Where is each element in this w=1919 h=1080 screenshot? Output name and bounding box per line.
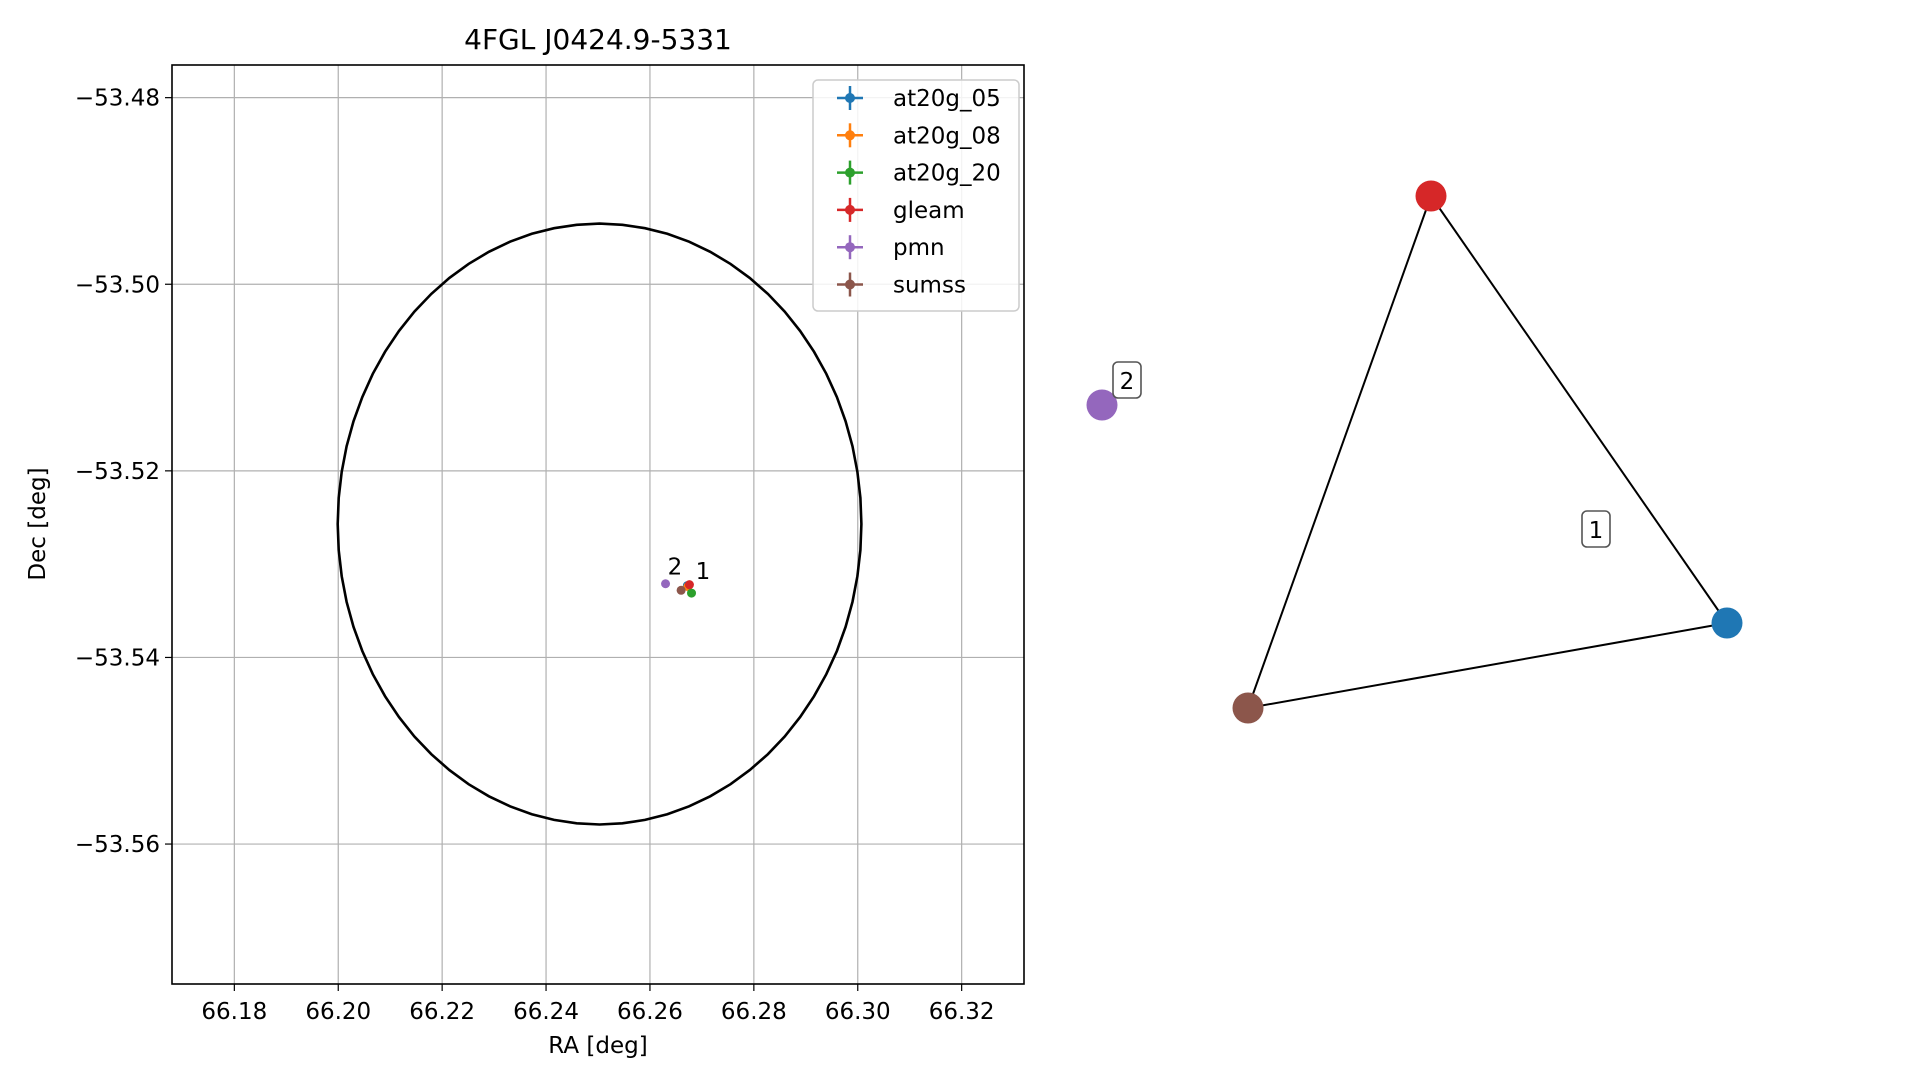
- legend-marker-dot: [845, 279, 855, 290]
- marker-gleam: [684, 580, 694, 590]
- group-label: 1: [1589, 518, 1604, 544]
- x-axis-label: RA [deg]: [548, 1033, 647, 1059]
- graph-node-pmn: [1086, 389, 1118, 421]
- x-tick-label: 66.18: [201, 999, 267, 1025]
- x-tick-label: 66.26: [617, 999, 683, 1025]
- legend-marker-dot: [845, 242, 855, 253]
- y-tick-label: −53.48: [75, 86, 160, 112]
- legend-marker-dot: [845, 167, 855, 178]
- legend-label: pmn: [893, 235, 945, 261]
- marker-at20g_20: [687, 588, 697, 598]
- y-axis-label: Dec [deg]: [25, 467, 51, 580]
- x-tick-label: 66.32: [929, 999, 995, 1025]
- legend-box: [812, 79, 1020, 312]
- y-tick-label: −53.52: [75, 459, 160, 485]
- association-graph: 12: [1086, 180, 1743, 724]
- x-axis-ticks: 66.18 66.20 66.22 66.24 66.26 66.28 66.30 66.32: [201, 984, 995, 1025]
- legend-marker-dot: [845, 130, 855, 141]
- marker-sumss: [676, 585, 686, 595]
- group-label: 2: [1120, 369, 1135, 395]
- x-tick-label: 66.28: [721, 999, 787, 1025]
- graph-edge: [1247, 195, 1432, 709]
- y-tick-label: −53.56: [75, 832, 160, 858]
- point-annotation: 1: [696, 559, 711, 585]
- graph-edges: [1247, 195, 1728, 709]
- graph-node-at20g_05: [1711, 607, 1743, 639]
- error-ellipse: [336, 222, 863, 826]
- group-label-box: [1112, 361, 1142, 399]
- legend-marker-dot: [845, 204, 855, 215]
- graph-edge: [1247, 622, 1728, 709]
- graph-node-sumss: [1232, 692, 1264, 724]
- legend-label: sumss: [893, 273, 966, 299]
- legend-marker-dot: [845, 93, 855, 103]
- graph-node-gleam: [1415, 180, 1447, 212]
- legend-label: at20g_20: [893, 161, 1001, 187]
- graph-edge: [1430, 195, 1728, 624]
- y-tick-label: −53.54: [75, 645, 160, 671]
- legend-label: at20g_08: [893, 123, 1001, 149]
- x-tick-label: 66.24: [513, 999, 579, 1025]
- marker-pmn: [661, 579, 671, 589]
- graph-group-labels: 12: [1112, 361, 1611, 548]
- point-annotation: 2: [668, 554, 683, 580]
- legend-label: gleam: [893, 198, 965, 224]
- x-tick-label: 66.30: [825, 999, 891, 1025]
- x-tick-label: 66.22: [409, 999, 475, 1025]
- x-tick-label: 66.20: [305, 999, 371, 1025]
- axes-frame: [171, 64, 1025, 985]
- y-axis-ticks: −53.48 −53.50 −53.52 −53.54 −53.56: [75, 86, 172, 858]
- y-tick-label: −53.50: [75, 272, 160, 298]
- group-label-box: [1581, 510, 1611, 548]
- legend-label: at20g_05: [893, 86, 1001, 112]
- chart-title: 4FGL J0424.9-5331: [464, 23, 732, 56]
- graph-nodes: [1086, 180, 1743, 724]
- grid-lines: [172, 65, 1024, 984]
